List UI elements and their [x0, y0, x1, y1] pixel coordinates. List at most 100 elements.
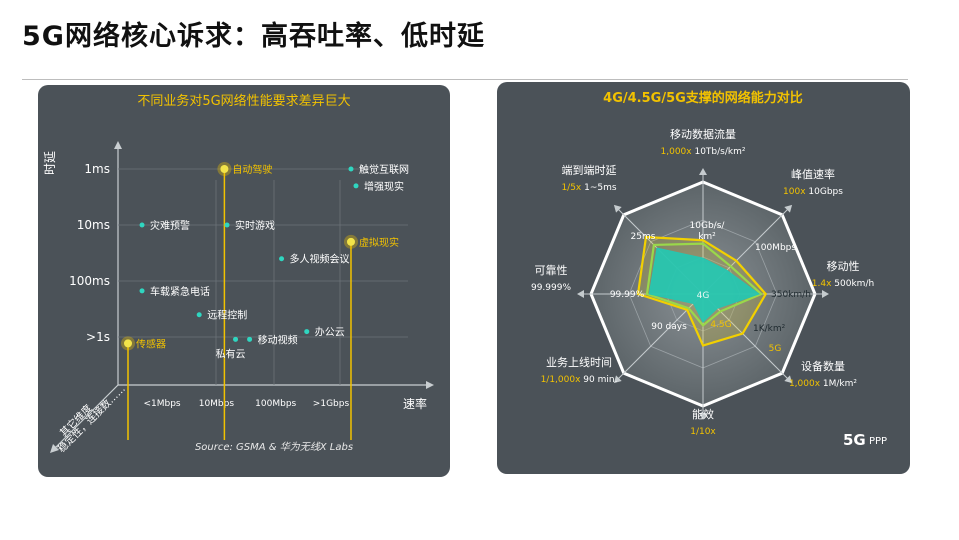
- series-label-4-5g: 4.5G: [710, 320, 731, 330]
- point-label: 自动驾驶: [232, 163, 272, 176]
- radar-axis-target: 100x 10Gbps: [783, 187, 843, 197]
- 5g-ppp-logo: 5G PPP: [843, 431, 887, 449]
- point-label: 触觉互联网: [359, 163, 409, 176]
- radar-spoke-arrow-icon: [699, 413, 707, 420]
- x-axis-label: 速率: [403, 396, 427, 411]
- point-label: 实时游戏: [235, 219, 275, 232]
- point-label: 增强现实: [364, 180, 404, 193]
- radar-axis-target: 1.4x 500km/h: [812, 279, 874, 289]
- radar-spoke-arrow-icon: [577, 290, 584, 298]
- highlight-dot: [124, 339, 132, 348]
- scatter-point: 灾难预警: [139, 219, 190, 232]
- radar-spoke-arrow-icon: [613, 204, 622, 213]
- y-tick-label: 1ms: [84, 162, 110, 176]
- scatter-point: 车载紧急电话: [139, 285, 210, 298]
- corner-label-2: 稳定性，连接数……: [55, 382, 128, 455]
- radar-series-4-5G: [645, 242, 764, 327]
- logo-text: PPP: [869, 436, 887, 447]
- latency-throughput-panel: 不同业务对5G网络性能要求差异巨大 时延 速率 1ms 10ms 100ms >1s …: [38, 85, 450, 477]
- scatter-point: 办公云: [304, 326, 345, 339]
- radar-axis-target: 1/1,000x 90 min.: [541, 375, 618, 385]
- scatter-point: 远程控制: [196, 309, 247, 322]
- svg-text:5G: 5G: [843, 431, 866, 449]
- series-label-5g: 5G: [769, 344, 782, 354]
- point-label: 私有云: [216, 347, 246, 360]
- point-dot: [279, 256, 285, 262]
- highlight-dot: [346, 237, 355, 246]
- scatter-gridlines: [118, 168, 408, 385]
- radar-axis-target: 99.999%: [531, 283, 571, 293]
- x-tick-label: 10Mbps: [199, 399, 235, 409]
- scatter-point: 虚拟现实: [343, 234, 399, 440]
- x-tick-labels: <1Mbps 10Mbps 100Mbps >1Gbps: [143, 399, 349, 409]
- page-title: 5G网络核心诉求：高吞吐率、低时延: [22, 21, 485, 52]
- scatter-point: 私有云: [216, 336, 246, 360]
- radar-axis-labels: 10Gb/s/km² 100Mbps 350km/h 1K/km² 90 days 99.…: [531, 127, 874, 437]
- point-dot: [247, 336, 253, 342]
- point-label: 传感器: [136, 337, 166, 350]
- radar-axis-name: 可靠性: [535, 263, 568, 277]
- radar-inner-value-unit: km²: [698, 232, 716, 242]
- radar-body: 4G 4.5G 5G: [577, 168, 829, 420]
- scatter-point: 增强现实: [353, 180, 404, 193]
- radar-axis-name: 端到端时延: [562, 164, 617, 177]
- point-label: 移动视频: [258, 333, 298, 346]
- scatter-point: 自动驾驶: [217, 162, 272, 440]
- radar-spoke-arrow-icon: [784, 375, 793, 384]
- point-label: 远程控制: [207, 309, 247, 322]
- point-label: 车载紧急电话: [150, 285, 210, 298]
- radar-axis-name: 移动数据流量: [670, 127, 736, 141]
- radar-inner-value: 350km/h: [771, 290, 811, 300]
- point-dot: [139, 222, 145, 228]
- scatter-title: 不同业务对5G网络性能要求差异巨大: [137, 93, 350, 109]
- radar-axis-target: 1/5x 1~5ms: [561, 183, 616, 193]
- radar-inner-value: 100Mbps: [755, 243, 796, 253]
- scatter-point: 多人视频会议: [279, 253, 350, 266]
- radar-axis-name: 移动性: [827, 259, 860, 273]
- point-label: 灾难预警: [150, 219, 190, 232]
- point-dot: [139, 288, 145, 294]
- point-label: 多人视频会议: [290, 253, 350, 266]
- point-label: 办公云: [315, 326, 345, 339]
- radar-spoke-arrow-icon: [822, 290, 829, 298]
- y-axis-label: 时延: [43, 151, 57, 175]
- latency-throughput-chart: 不同业务对5G网络性能要求差异巨大 时延 速率 1ms10ms100ms>1s …: [43, 93, 434, 455]
- radar-inner-value: 1K/km²: [753, 324, 786, 334]
- point-dot: [353, 183, 359, 189]
- network-capability-panel: 4G/4.5G/5G支撑的网络能力对比 4G 4.5G 5G 10Gb/s/km² 1…: [497, 82, 910, 474]
- radar-spoke-arrow-icon: [699, 168, 707, 175]
- x-axis-arrow-icon: [426, 381, 434, 389]
- radar-spoke-arrow-icon: [784, 204, 793, 213]
- radar-axis-target: 1/10x: [690, 427, 716, 437]
- y-axis-arrow-icon: [114, 141, 122, 149]
- y-tick-labels: 1ms 10ms 100ms >1s: [69, 162, 110, 344]
- radar-axis-name: 能效: [692, 407, 714, 421]
- radar-axis-name: 业务上线时间: [546, 355, 612, 369]
- radar-axis-name: 峰值速率: [791, 167, 835, 181]
- scatter-point: 移动视频: [247, 333, 298, 346]
- radar-series-4G: [648, 247, 761, 323]
- point-dot: [233, 336, 239, 342]
- radar-axis-target: 1,000x 10Tb/s/km²: [661, 147, 746, 157]
- point-dot: [348, 166, 354, 172]
- y-tick-label: 10ms: [77, 218, 110, 232]
- y-tick-label: 100ms: [69, 274, 110, 288]
- radar-spoke-arrow-icon: [613, 375, 622, 384]
- point-dot: [304, 329, 310, 335]
- radar-axis-target: 1,000x 1M/km²: [789, 379, 857, 389]
- highlight-dot: [220, 165, 229, 173]
- radar-title: 4G/4.5G/5G支撑的网络能力对比: [603, 90, 803, 106]
- point-label: 虚拟现实: [359, 236, 399, 249]
- series-label-4g: 4G: [697, 291, 710, 301]
- scatter-point: 传感器: [121, 336, 166, 440]
- source-note: Source: GSMA & 华为无线X Labs: [195, 441, 353, 453]
- radar-inner-value: 90 days: [651, 322, 687, 332]
- point-dot: [224, 222, 230, 228]
- radar-inner-value: 25ms: [631, 232, 656, 242]
- x-tick-label: <1Mbps: [143, 399, 180, 409]
- radar-inner-value: 10Gb/s/: [690, 221, 726, 231]
- radar-inner-value: 99.99%: [610, 290, 645, 300]
- x-tick-label: >1Gbps: [313, 399, 350, 409]
